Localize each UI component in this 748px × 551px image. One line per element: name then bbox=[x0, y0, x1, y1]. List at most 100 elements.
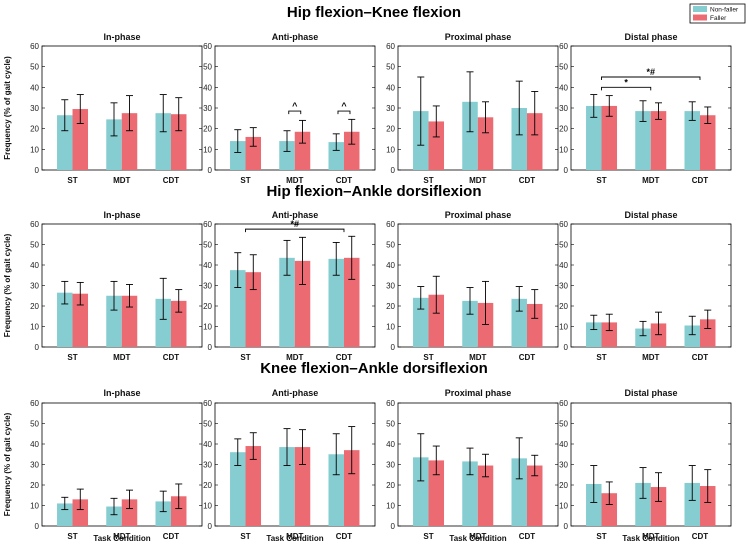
panel-title: Proximal phase bbox=[445, 32, 512, 42]
y-tick-label: 10 bbox=[559, 502, 568, 511]
significance-label: ^ bbox=[341, 101, 347, 111]
significance-bracket bbox=[245, 228, 345, 233]
y-tick-label: 0 bbox=[391, 166, 396, 175]
y-tick-label: 50 bbox=[386, 241, 395, 250]
y-tick-label: 30 bbox=[30, 104, 39, 113]
bar-nonfaller-st bbox=[230, 141, 246, 170]
bar-faller-st bbox=[72, 109, 89, 170]
bar-faller-cdt bbox=[526, 113, 543, 170]
bar-faller-mdt bbox=[650, 323, 667, 347]
bar-faller-mdt bbox=[477, 117, 494, 170]
significance-bracket bbox=[601, 86, 652, 91]
panel-2-0: In-phase 0 10 20 30 40 50 60 ST MDT CDT Task Condit… bbox=[30, 388, 203, 543]
significance-label: *# bbox=[646, 67, 655, 77]
y-tick-label: 30 bbox=[559, 282, 568, 291]
y-tick-label: 10 bbox=[386, 323, 395, 332]
y-tick-label: 50 bbox=[203, 63, 212, 72]
y-tick-label: 50 bbox=[559, 241, 568, 250]
bar-nonfaller-cdt bbox=[155, 501, 171, 526]
bar-nonfaller-mdt bbox=[462, 101, 478, 170]
bar-nonfaller-st bbox=[586, 483, 602, 526]
y-tick-label: 40 bbox=[30, 83, 39, 92]
y-tick-label: 20 bbox=[30, 302, 39, 311]
panel-1-1: Anti-phase 0 10 20 30 40 50 60 ST MDT CDT *# bbox=[203, 210, 376, 362]
category-label: CDT bbox=[692, 353, 709, 362]
bar-faller-st bbox=[245, 136, 262, 170]
y-tick-label: 40 bbox=[386, 440, 395, 449]
y-tick-label: 30 bbox=[559, 104, 568, 113]
y-tick-label: 40 bbox=[203, 261, 212, 270]
bar-nonfaller-st bbox=[586, 322, 602, 347]
bar-nonfaller-st bbox=[230, 452, 246, 526]
category-label: CDT bbox=[692, 176, 709, 185]
panel-title: Distal phase bbox=[624, 32, 677, 42]
category-label: ST bbox=[240, 353, 250, 362]
y-axis-label-0: Frequency (% of gait cycle) bbox=[3, 56, 12, 160]
panel-1-2: Proximal phase 0 10 20 30 40 50 60 ST MDT CDT bbox=[386, 210, 559, 362]
y-tick-label: 10 bbox=[203, 145, 212, 154]
y-tick-label: 50 bbox=[559, 420, 568, 429]
y-tick-label: 30 bbox=[30, 461, 39, 470]
bar-nonfaller-st bbox=[413, 457, 429, 526]
bar-nonfaller-mdt bbox=[106, 119, 122, 170]
category-label: ST bbox=[596, 532, 606, 541]
row-title-2: Knee flexion–Ankle dorsiflexion bbox=[260, 360, 488, 377]
bar-faller-st bbox=[72, 499, 89, 526]
bar-faller-st bbox=[245, 446, 262, 526]
bar-faller-st bbox=[428, 121, 445, 170]
bar-faller-cdt bbox=[170, 114, 187, 170]
category-label: CDT bbox=[519, 176, 536, 185]
y-tick-label: 60 bbox=[203, 399, 212, 408]
bar-faller-st bbox=[428, 294, 445, 347]
y-tick-label: 40 bbox=[203, 83, 212, 92]
category-label: CDT bbox=[336, 532, 353, 541]
bar-nonfaller-mdt bbox=[279, 257, 295, 347]
panel-title: In-phase bbox=[103, 32, 140, 42]
category-label: ST bbox=[423, 176, 433, 185]
y-tick-label: 40 bbox=[386, 261, 395, 270]
y-tick-label: 0 bbox=[35, 166, 40, 175]
y-tick-label: 0 bbox=[391, 343, 396, 352]
bar-nonfaller-cdt bbox=[328, 142, 344, 170]
panel-2-2: Proximal phase 0 10 20 30 40 50 60 ST MDT CDT Task … bbox=[386, 388, 559, 543]
y-axis-label-2: Frequency (% of gait cycle) bbox=[3, 412, 12, 516]
y-tick-label: 60 bbox=[559, 220, 568, 229]
y-tick-label: 20 bbox=[386, 302, 395, 311]
bar-faller-st bbox=[601, 322, 618, 347]
category-label: ST bbox=[596, 176, 606, 185]
y-tick-label: 20 bbox=[559, 481, 568, 490]
category-label: MDT bbox=[113, 532, 130, 541]
y-tick-label: 10 bbox=[559, 145, 568, 154]
y-tick-label: 40 bbox=[559, 440, 568, 449]
bar-faller-st bbox=[72, 293, 89, 347]
significance-bracket bbox=[288, 110, 302, 115]
y-tick-label: 0 bbox=[208, 522, 213, 531]
bar-faller-mdt bbox=[477, 465, 494, 526]
y-tick-label: 10 bbox=[386, 502, 395, 511]
bar-nonfaller-st bbox=[57, 292, 73, 347]
y-tick-label: 30 bbox=[203, 282, 212, 291]
category-label: MDT bbox=[642, 353, 659, 362]
bar-nonfaller-mdt bbox=[279, 141, 295, 170]
panel-title: Proximal phase bbox=[445, 388, 512, 398]
bar-faller-cdt bbox=[699, 486, 716, 526]
bar-faller-mdt bbox=[294, 260, 311, 347]
y-tick-label: 10 bbox=[30, 323, 39, 332]
bar-faller-cdt bbox=[170, 300, 187, 347]
y-tick-label: 60 bbox=[30, 220, 39, 229]
bar-faller-mdt bbox=[294, 131, 311, 170]
bar-faller-cdt bbox=[343, 257, 360, 347]
bar-nonfaller-cdt bbox=[328, 258, 344, 347]
category-label: MDT bbox=[286, 176, 303, 185]
bar-faller-cdt bbox=[343, 131, 360, 170]
panel-0-1: Anti-phase 0 10 20 30 40 50 60 ST MDT CDT ^ ^ bbox=[203, 32, 376, 185]
bar-faller-mdt bbox=[650, 111, 667, 170]
x-axis-label: Task Condition bbox=[93, 534, 150, 543]
category-label: MDT bbox=[469, 532, 486, 541]
y-tick-label: 10 bbox=[203, 502, 212, 511]
panel-1-0: In-phase 0 10 20 30 40 50 60 ST MDT CDT bbox=[30, 210, 203, 362]
bar-faller-cdt bbox=[526, 303, 543, 347]
